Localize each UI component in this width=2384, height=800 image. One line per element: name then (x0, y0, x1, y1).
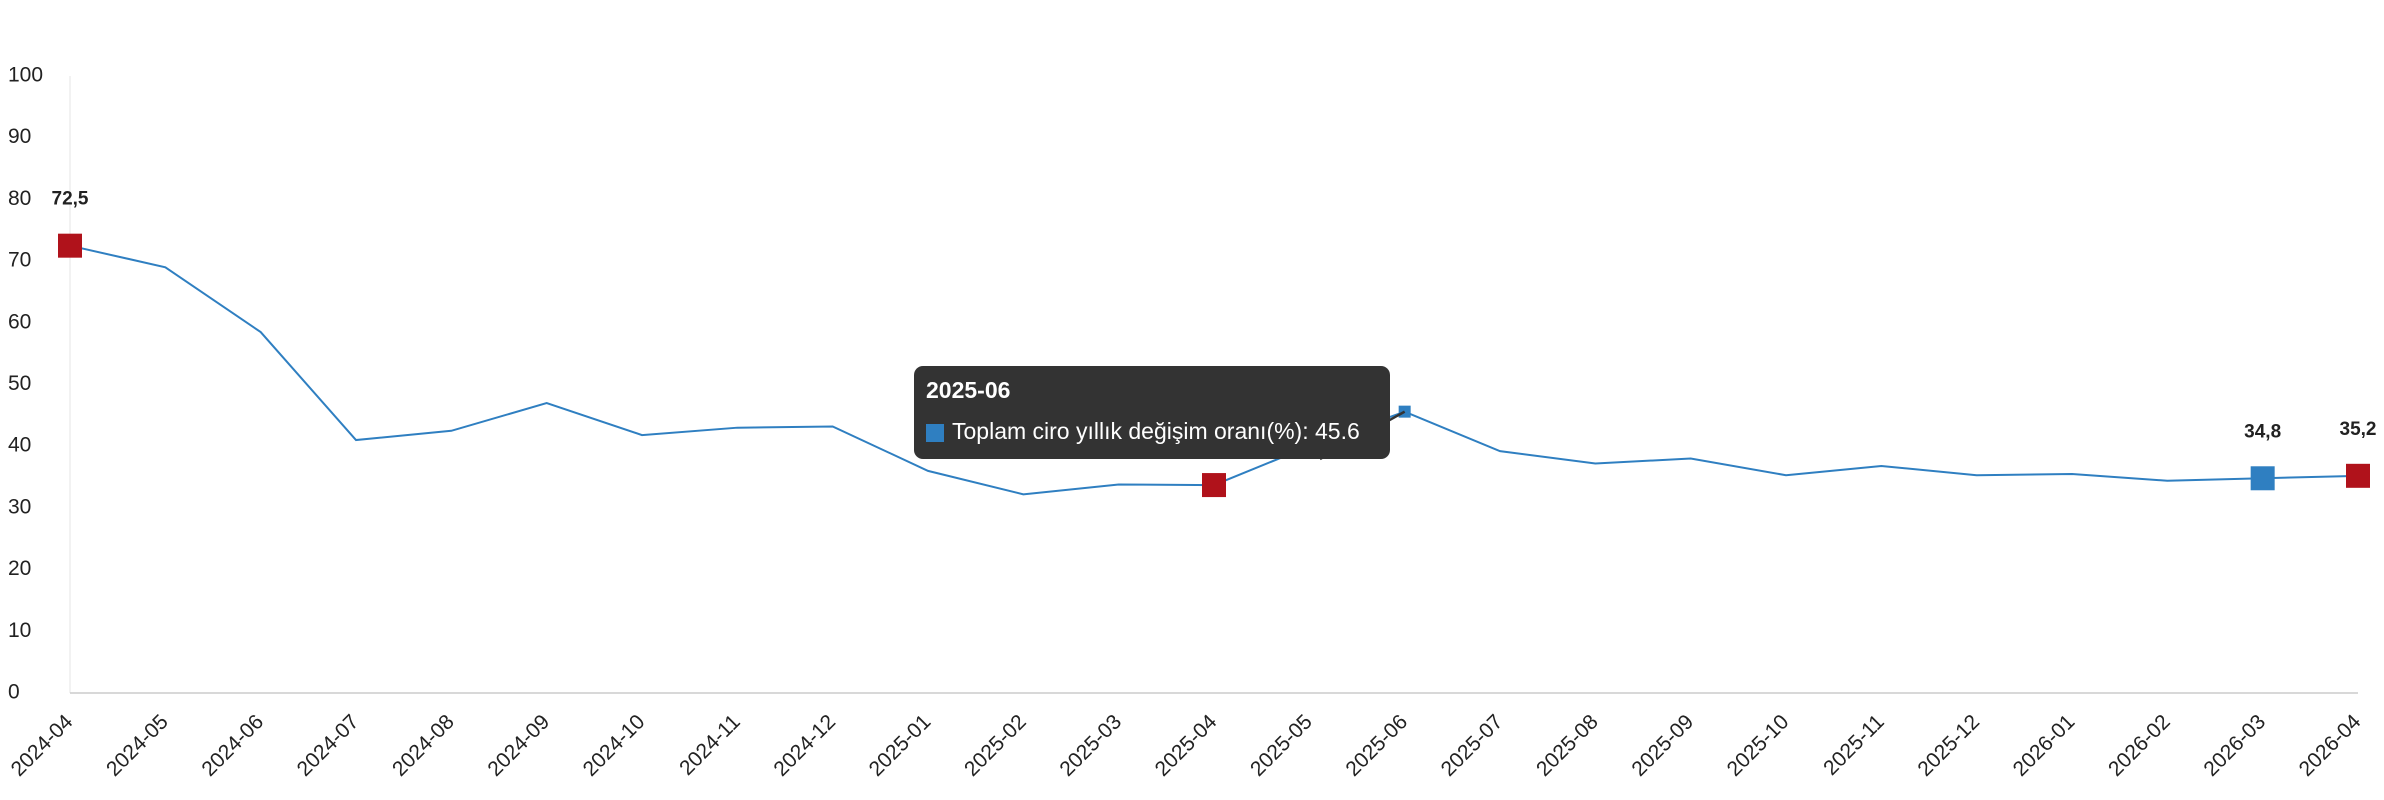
x-tick-label: 2024-12 (769, 710, 840, 781)
x-tick-label: 2025-06 (1341, 710, 1412, 781)
y-tick-label: 60 (8, 310, 31, 333)
x-tick-label: 2026-03 (2199, 710, 2270, 781)
value-label: 72,5 (52, 189, 89, 210)
x-tick-label: 2024-04 (7, 710, 78, 781)
y-tick-label: 50 (8, 372, 31, 395)
x-tick-label: 2024-11 (675, 710, 745, 780)
x-tick-label: 2026-04 (2295, 710, 2366, 781)
y-tick-label: 100 (8, 64, 43, 87)
y-tick-label: 10 (8, 619, 31, 642)
x-tick-label: 2024-09 (483, 710, 554, 781)
x-tick-label: 2025-02 (960, 710, 1031, 781)
marker (2346, 463, 2370, 488)
tooltip-title: 2025-06 (926, 377, 1010, 403)
value-label: 35,2 (2340, 419, 2377, 440)
y-tick-label: 30 (8, 495, 31, 518)
x-tick-label: 2025-12 (1913, 710, 1984, 781)
y-tick-label: 90 (8, 125, 31, 148)
y-tick-label: 0 (8, 681, 20, 704)
y-tick-label: 20 (8, 557, 31, 580)
x-tick-label: 2024-06 (197, 710, 268, 781)
x-tick-label: 2025-01 (865, 710, 936, 781)
x-tick-label: 2026-02 (2104, 710, 2175, 781)
x-tick-label: 2025-11 (1819, 710, 1889, 780)
x-tick-label: 2025-07 (1437, 710, 1508, 781)
marker (58, 233, 82, 258)
x-tick-label: 2024-08 (388, 710, 459, 781)
tooltip-swatch (926, 424, 944, 442)
x-tick-label: 2025-10 (1723, 710, 1794, 781)
x-tick-label: 2025-09 (1627, 710, 1698, 781)
x-tick-label: 2024-05 (102, 710, 173, 781)
x-tick-label: 2026-01 (2009, 710, 2080, 781)
y-tick-label: 70 (8, 249, 31, 272)
x-tick-label: 2025-05 (1246, 710, 1317, 781)
tooltip (914, 366, 1390, 459)
x-tick-label: 2025-08 (1532, 710, 1603, 781)
y-tick-label: 40 (8, 434, 31, 457)
x-tick-label: 2024-10 (579, 710, 650, 781)
tooltip-text: Toplam ciro yıllık değişim oranı(%): 45.… (952, 418, 1360, 444)
marker (2250, 466, 2275, 491)
y-tick-label: 80 (8, 187, 31, 210)
marker (1202, 473, 1226, 498)
x-tick-label: 2025-03 (1055, 710, 1126, 781)
value-label: 34,8 (2244, 421, 2281, 442)
x-tick-label: 2025-04 (1151, 710, 1222, 781)
x-tick-label: 2024-07 (293, 710, 364, 781)
